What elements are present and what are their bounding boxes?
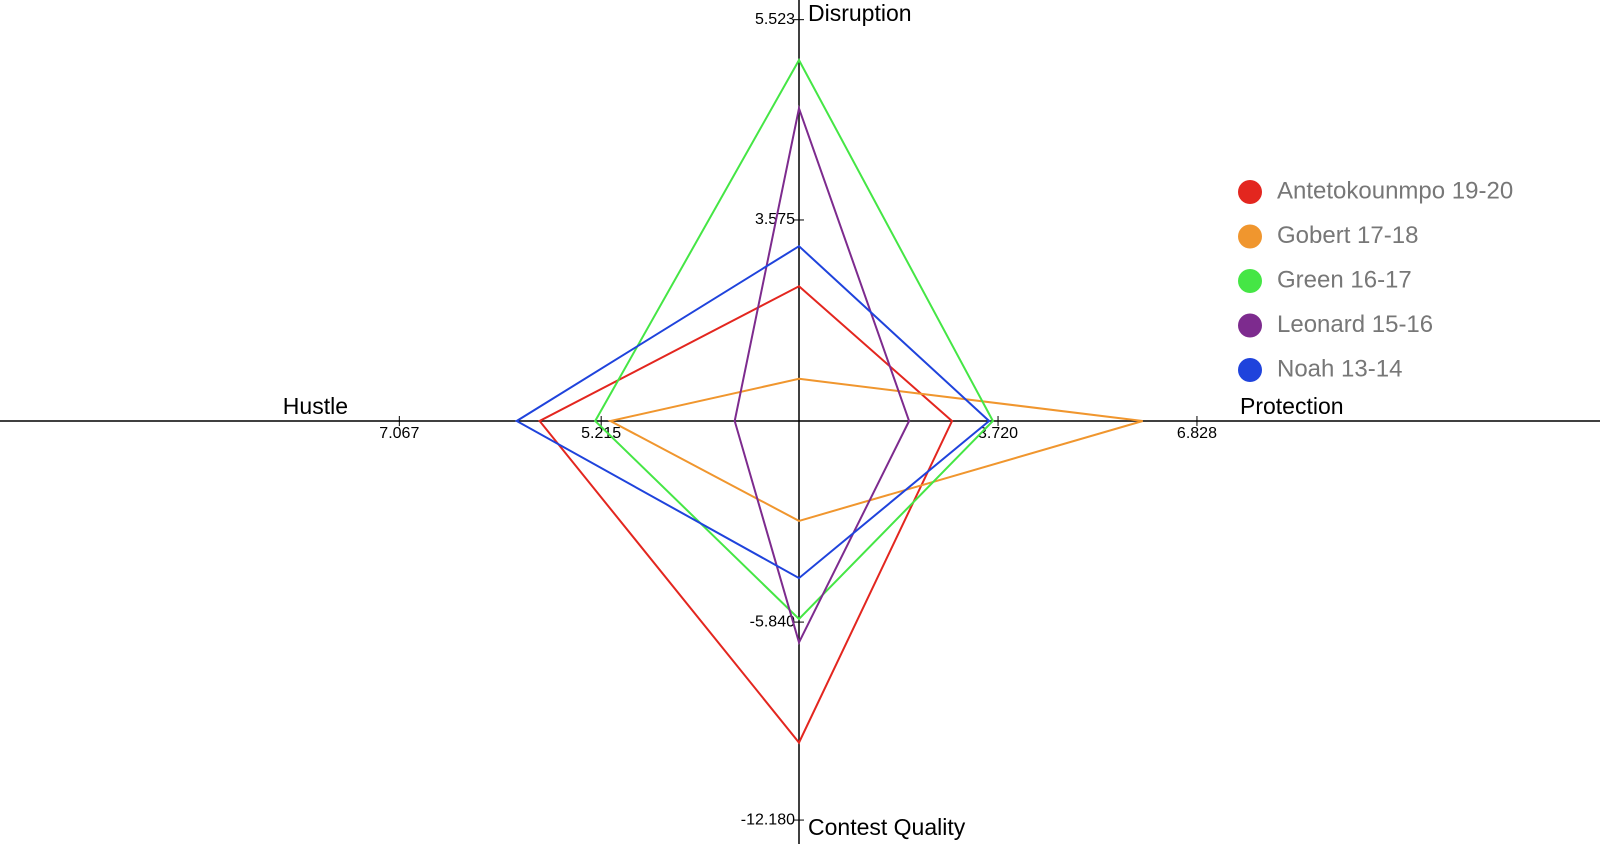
legend-label: Leonard 15-16 — [1277, 311, 1433, 338]
legend-swatch — [1238, 358, 1262, 382]
legend-label: Antetokounmpo 19-20 — [1277, 177, 1513, 204]
series-polygon — [593, 58, 995, 621]
legend-swatch — [1238, 180, 1262, 204]
axis-name: Contest Quality — [808, 814, 966, 840]
axis-name: Disruption — [808, 0, 912, 26]
tick-label: -5.840 — [750, 613, 795, 630]
legend-swatch — [1238, 269, 1262, 293]
axis-name: Protection — [1240, 393, 1344, 419]
tick-label: 3.720 — [978, 425, 1018, 442]
series-polygon — [514, 244, 991, 580]
tick-label: -12.180 — [741, 811, 795, 828]
series-polygon — [733, 104, 911, 646]
legend-label: Gobert 17-18 — [1277, 222, 1418, 249]
series-polygon — [607, 377, 1143, 522]
tick-label: 3.575 — [755, 211, 795, 228]
axis-name: Hustle — [283, 393, 348, 419]
legend-swatch — [1238, 313, 1262, 338]
legend-swatch — [1238, 224, 1262, 249]
legend-label: Green 16-17 — [1277, 266, 1412, 293]
tick-label: 5.523 — [755, 11, 795, 28]
tick-label: 6.828 — [1177, 425, 1217, 442]
tick-label: 7.067 — [379, 425, 419, 442]
series-polygon — [538, 285, 954, 745]
legend-label: Noah 13-14 — [1277, 355, 1402, 382]
